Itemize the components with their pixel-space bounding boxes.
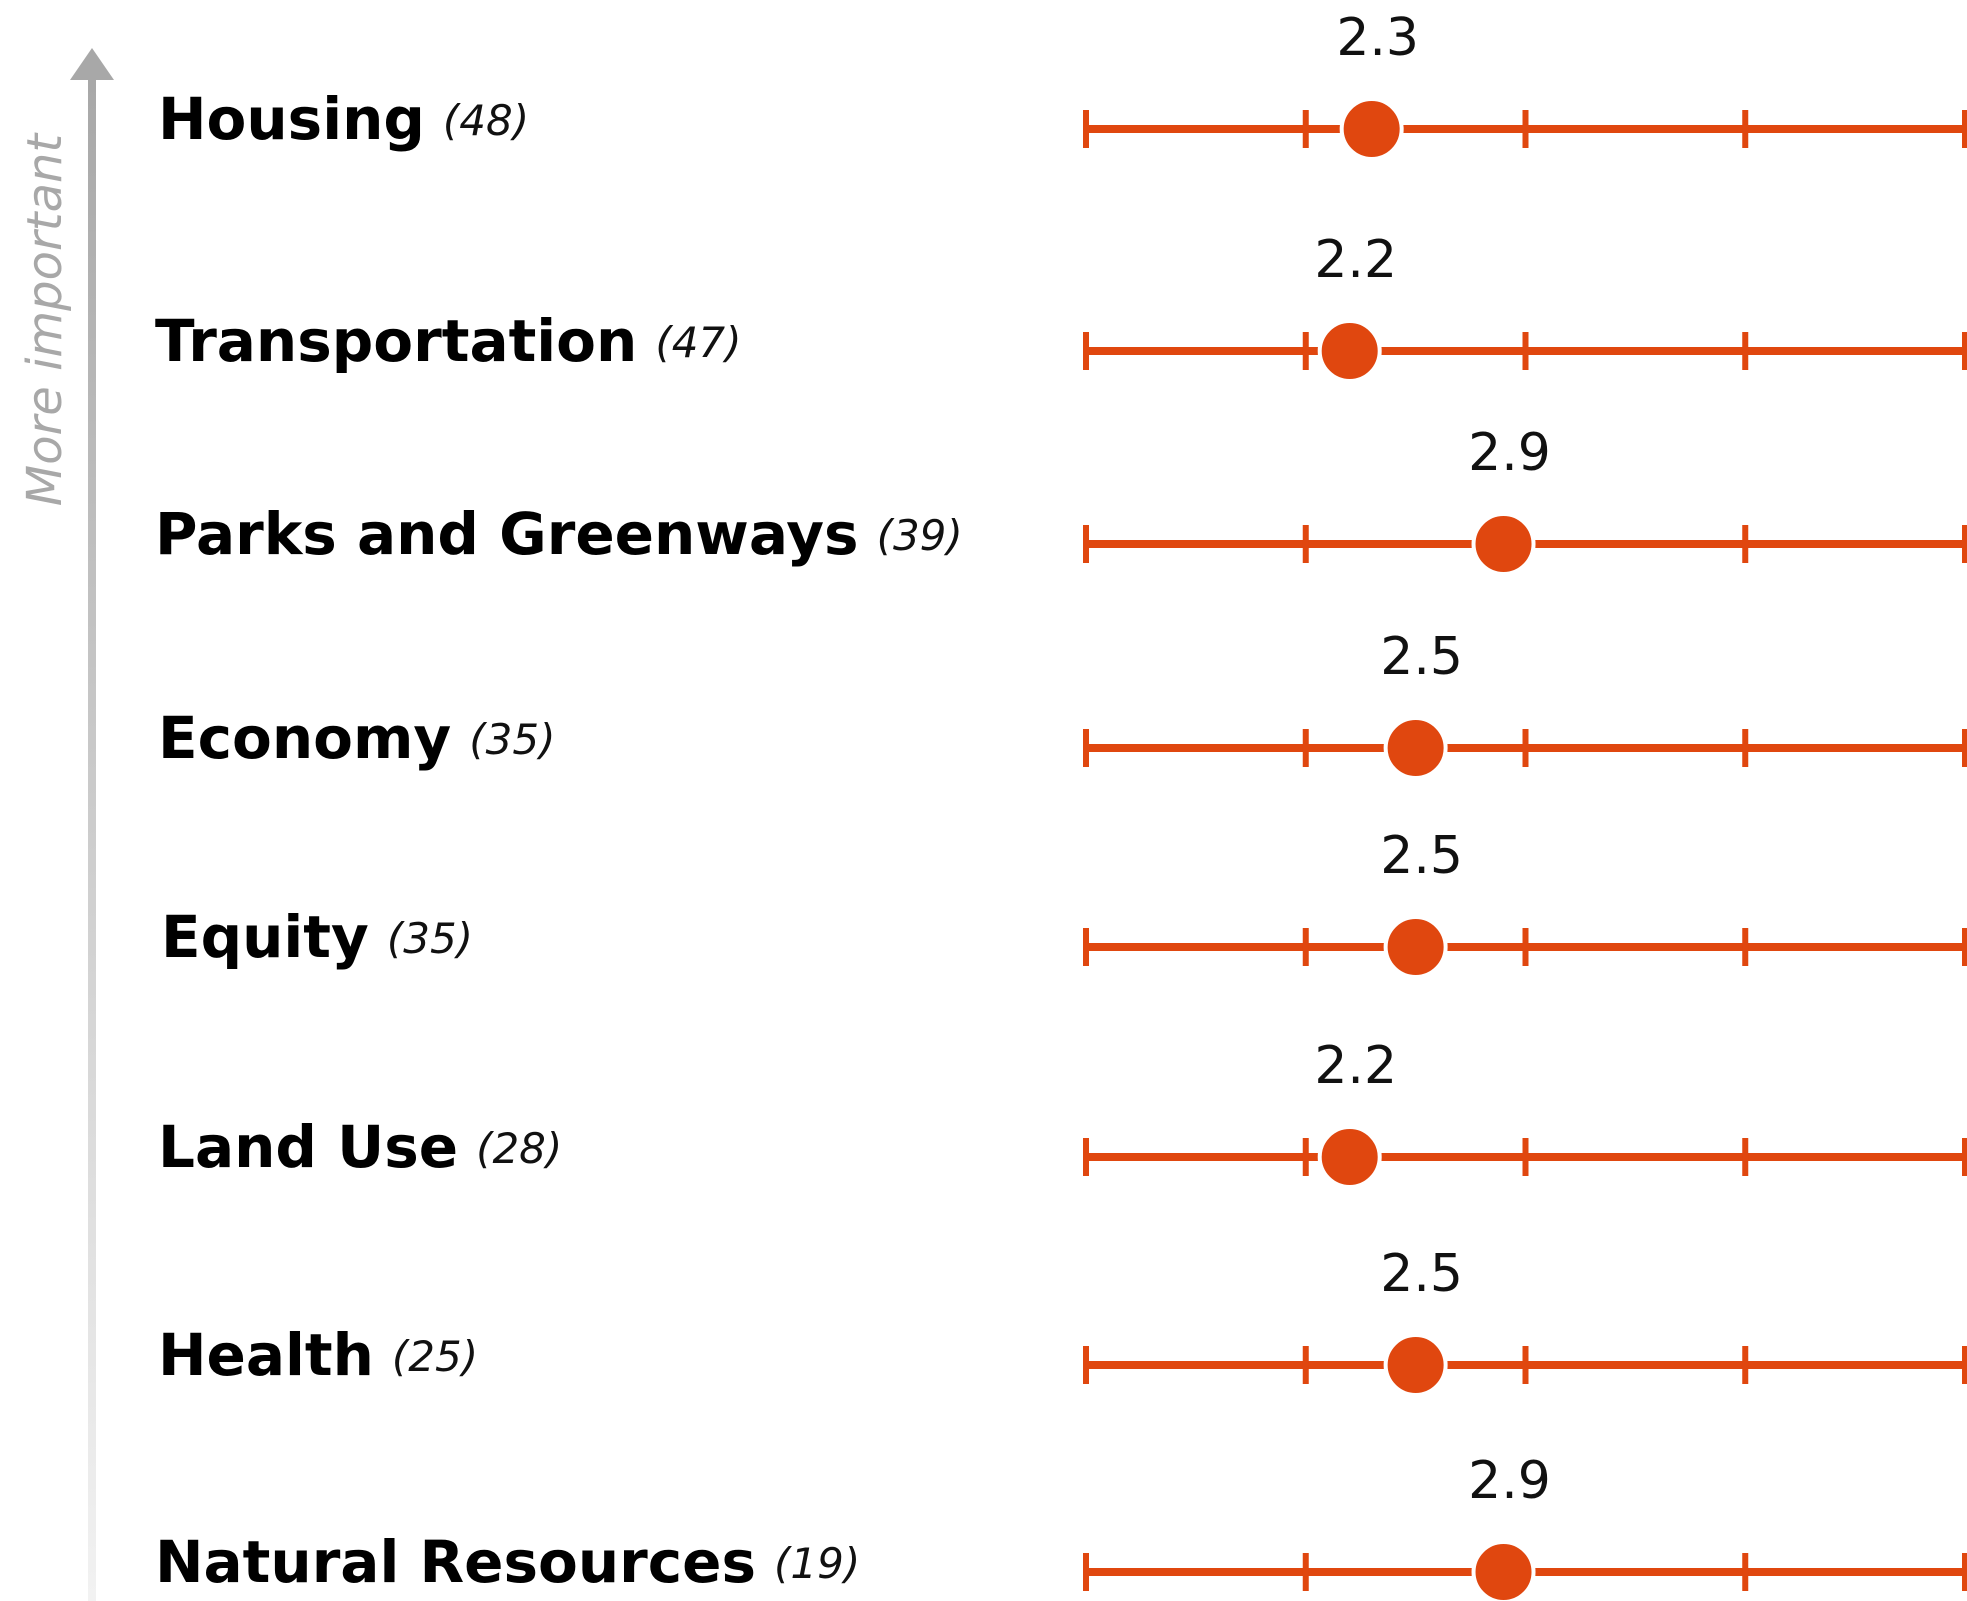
category-label: Land Use (28) <box>158 1113 562 1181</box>
category-label: Natural Resources (19) <box>155 1528 860 1596</box>
value-label: 2.2 <box>1314 230 1397 290</box>
category-name: Transportation <box>155 307 637 375</box>
count-label: (25) <box>392 1332 478 1381</box>
axis-arrow-shaft <box>88 80 96 1601</box>
count-label: (35) <box>387 914 473 963</box>
value-label: 2.3 <box>1336 8 1419 68</box>
count-label: (28) <box>476 1124 562 1173</box>
category-label: Equity (35) <box>161 903 473 971</box>
category-name: Natural Resources <box>155 1528 756 1596</box>
count-label: (47) <box>655 318 741 367</box>
category-label: Housing (48) <box>158 85 529 153</box>
axis-label: More important <box>17 132 73 507</box>
dot <box>1471 1540 1536 1601</box>
count-label: (35) <box>469 715 555 764</box>
category-name: Parks and Greenways <box>155 500 859 568</box>
value-label: 2.5 <box>1380 1244 1463 1304</box>
dot <box>1383 915 1448 979</box>
value-label: 2.5 <box>1380 826 1463 886</box>
category-label: Transportation (47) <box>155 307 742 375</box>
value-label: 2.9 <box>1468 1451 1551 1511</box>
dot <box>1471 512 1536 576</box>
category-name: Housing <box>158 85 425 153</box>
value-label: 2.9 <box>1468 423 1551 483</box>
dot <box>1317 319 1382 383</box>
value-label: 2.5 <box>1380 627 1463 687</box>
value-label: 2.2 <box>1314 1036 1397 1096</box>
dot <box>1339 97 1404 161</box>
count-label: (39) <box>877 511 963 560</box>
dot <box>1317 1125 1382 1189</box>
count-label: (19) <box>774 1539 860 1588</box>
dot <box>1383 1333 1448 1397</box>
category-name: Economy <box>158 704 451 772</box>
dot <box>1383 716 1448 780</box>
category-label: Parks and Greenways (39) <box>155 500 963 568</box>
category-name: Equity <box>161 903 369 971</box>
category-label: Economy (35) <box>158 704 555 772</box>
category-name: Health <box>158 1321 374 1389</box>
category-name: Land Use <box>158 1113 458 1181</box>
axis-arrow-head <box>70 48 114 80</box>
category-label: Health (25) <box>158 1321 478 1389</box>
count-label: (48) <box>443 96 529 145</box>
